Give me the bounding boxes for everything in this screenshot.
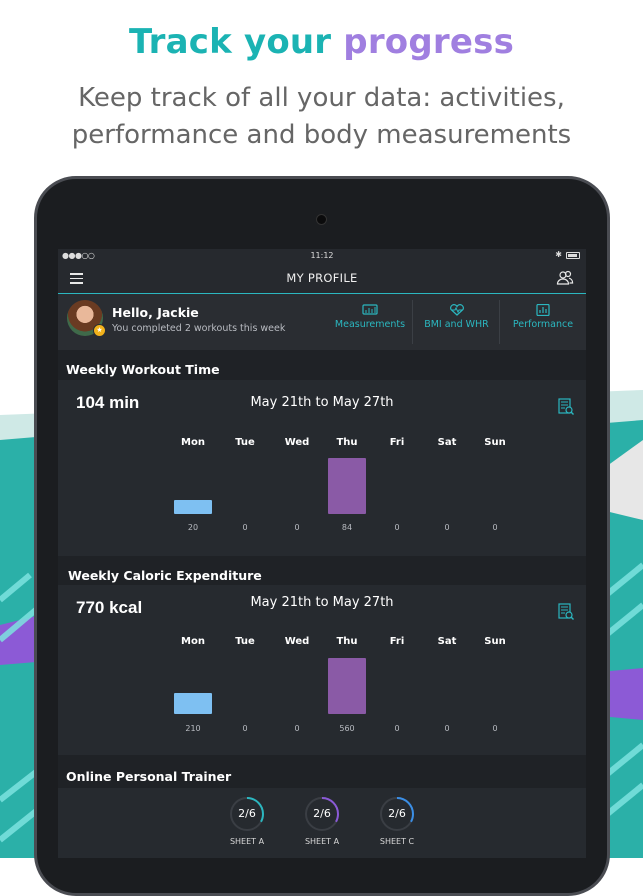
calories-total: 770 kcal — [76, 598, 143, 617]
headline-part-1: Track your — [128, 22, 332, 62]
bar-thu[interactable] — [328, 658, 366, 714]
sheet-value: 2/6 — [313, 807, 331, 820]
report-icon[interactable] — [558, 603, 574, 621]
status-bar: ●●●○○ 11:12 ✱ — [58, 249, 586, 263]
value-label: 0 — [242, 724, 248, 733]
day-label: Thu — [336, 636, 358, 647]
value-label: 0 — [492, 724, 498, 733]
heart-icon — [449, 304, 464, 316]
sheet-item[interactable]: 2/6 SHEET A — [222, 796, 272, 846]
day-label: Fri — [389, 636, 405, 647]
calories-section-title: Weekly Caloric Expenditure — [68, 568, 262, 583]
subheadline-line-2: performance and body measurements — [71, 120, 572, 150]
headline-part-2: progress — [343, 22, 515, 62]
tab-measurements[interactable]: Measurements — [328, 300, 412, 344]
tab-measurements-label: Measurements — [334, 319, 406, 330]
day-label: Sun — [484, 437, 506, 448]
day-label: Mon — [181, 636, 205, 647]
workout-date-range: May 21th to May 27th — [250, 395, 394, 410]
value-label: 0 — [444, 523, 450, 532]
value-label: 20 — [187, 523, 199, 532]
sheet-label: SHEET A — [229, 837, 265, 846]
workout-section-title: Weekly Workout Time — [66, 362, 220, 377]
sheet-item[interactable]: 2/6 SHEET A — [297, 796, 347, 846]
avatar[interactable]: ★ — [67, 300, 106, 337]
progress-ring — [230, 797, 264, 831]
value-label: 0 — [394, 724, 400, 733]
value-label: 560 — [339, 724, 355, 733]
sheet-label: SHEET C — [379, 837, 415, 846]
hamburger-icon[interactable] — [70, 273, 83, 284]
headline: Track your progress — [0, 22, 643, 62]
subheadline-line-1: Keep track of all your data: activities, — [78, 83, 565, 113]
progress-ring — [380, 797, 414, 831]
value-label: 0 — [394, 523, 400, 532]
sheet-value: 2/6 — [238, 807, 256, 820]
sheet-value: 2/6 — [388, 807, 406, 820]
bar-mon[interactable] — [174, 500, 212, 514]
workout-total: 104 min — [76, 393, 140, 412]
day-label: Tue — [235, 437, 255, 448]
sheet-item[interactable]: 2/6 SHEET C — [372, 796, 422, 846]
profile-header: ★ Hello, Jackie You completed 2 workouts… — [58, 294, 586, 350]
profile-tabs: Measurements BMI and WHR Performance — [328, 300, 586, 344]
value-label: 0 — [444, 724, 450, 733]
status-time: 11:12 — [310, 251, 334, 260]
day-label: Wed — [284, 437, 310, 448]
progress-ring — [305, 797, 339, 831]
star-badge-icon: ★ — [93, 324, 106, 337]
day-label: Thu — [336, 437, 358, 448]
signal-icon: ●●●○○ — [62, 251, 95, 260]
value-label: 84 — [341, 523, 353, 532]
camera-icon — [316, 214, 327, 225]
day-label: Wed — [284, 636, 310, 647]
nav-bar: MY PROFILE — [58, 263, 586, 294]
workout-card[interactable]: 104 min May 21th to May 27th Mon 20 Tue 0 We… — [58, 380, 586, 556]
value-label: 210 — [185, 724, 201, 733]
greeting: Hello, Jackie — [112, 305, 199, 320]
report-icon[interactable] — [558, 398, 574, 416]
calories-date-range: May 21th to May 27th — [250, 595, 394, 610]
value-label: 0 — [294, 523, 300, 532]
calories-card[interactable]: 770 kcal May 21th to May 27th Mon 210 Tue 0… — [58, 585, 586, 755]
page-title: MY PROFILE — [286, 271, 358, 285]
trainer-card: 2/6 SHEET A 2/6 SHEET A 2/6 SHE — [58, 788, 586, 858]
chart-icon — [536, 304, 550, 316]
day-label: Fri — [389, 437, 405, 448]
workouts-summary: You completed 2 workouts this week — [112, 323, 286, 334]
measurements-icon — [362, 304, 378, 315]
bar-thu[interactable] — [328, 458, 366, 514]
tab-bmi-whr-label: BMI and WHR — [424, 319, 489, 330]
day-label: Sat — [437, 437, 457, 448]
subheadline: Keep track of all your data: activities,… — [0, 80, 643, 154]
day-label: Mon — [181, 437, 205, 448]
day-label: Tue — [235, 636, 255, 647]
value-label: 0 — [242, 523, 248, 532]
bar-mon[interactable] — [174, 693, 212, 714]
day-label: Sat — [437, 636, 457, 647]
battery-icon — [566, 252, 580, 259]
sheet-label: SHEET A — [304, 837, 340, 846]
app-screen: ●●●○○ 11:12 ✱ MY PROFILE ★ Hello, Jackie… — [58, 249, 586, 858]
bluetooth-icon: ✱ — [555, 250, 562, 259]
tab-bmi-whr[interactable]: BMI and WHR — [412, 300, 500, 344]
tab-performance-label: Performance — [512, 319, 574, 330]
trainer-section-title: Online Personal Trainer — [66, 769, 232, 784]
value-label: 0 — [294, 724, 300, 733]
value-label: 0 — [492, 523, 498, 532]
users-icon[interactable] — [556, 269, 574, 287]
day-label: Sun — [484, 636, 506, 647]
tab-performance[interactable]: Performance — [499, 300, 586, 344]
